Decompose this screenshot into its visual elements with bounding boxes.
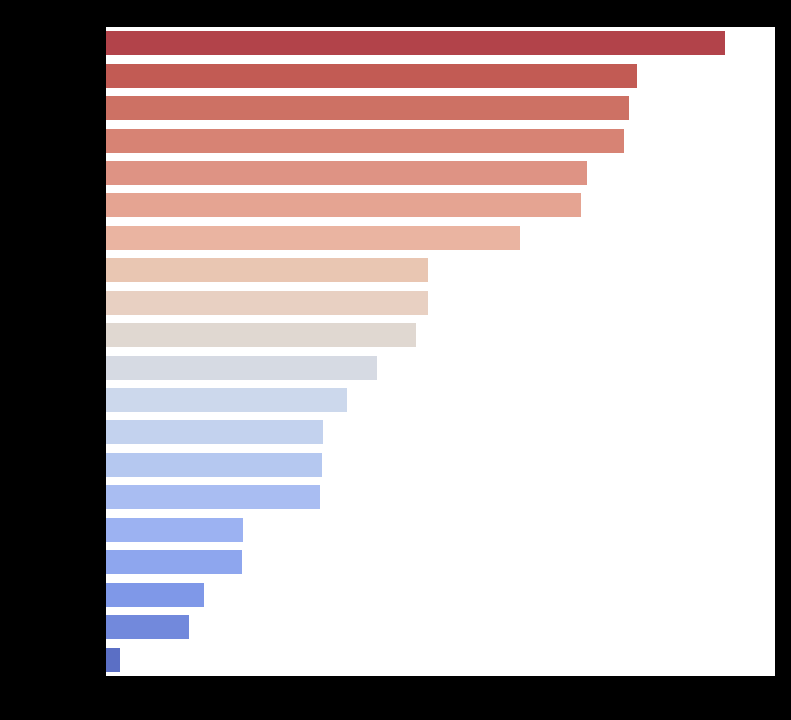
bar bbox=[105, 193, 581, 218]
bar bbox=[105, 485, 320, 510]
bar bbox=[105, 452, 322, 477]
bar bbox=[105, 323, 417, 348]
bar bbox=[105, 225, 520, 250]
bar bbox=[105, 31, 725, 56]
bar bbox=[105, 420, 324, 445]
bar bbox=[105, 290, 429, 315]
bar bbox=[105, 258, 428, 283]
bar bbox=[105, 96, 630, 121]
bar bbox=[105, 647, 121, 672]
bar bbox=[105, 160, 587, 185]
bar bbox=[105, 63, 638, 88]
bar bbox=[105, 388, 347, 413]
bar bbox=[105, 517, 244, 542]
bar bbox=[105, 615, 189, 640]
bar bbox=[105, 582, 204, 607]
bar bbox=[105, 550, 243, 575]
bar bbox=[105, 128, 624, 153]
bar bbox=[105, 355, 377, 380]
plot-area bbox=[105, 27, 775, 676]
